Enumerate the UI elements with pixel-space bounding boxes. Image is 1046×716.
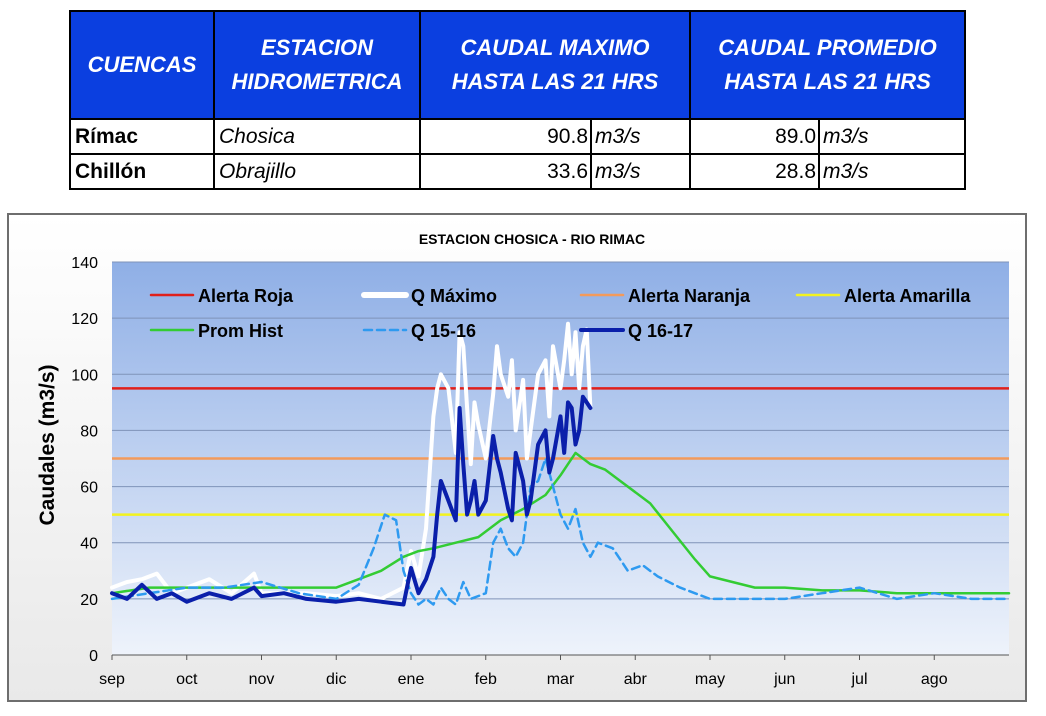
avg-flow-unit: m3/s xyxy=(823,160,869,183)
y-tick-label: 40 xyxy=(80,536,98,553)
y-tick-label: 60 xyxy=(80,480,98,497)
x-tick-label: sep xyxy=(99,671,125,688)
y-tick-label: 100 xyxy=(71,367,98,384)
series-line xyxy=(110,457,1011,606)
station-cell: Obrajillo xyxy=(213,153,421,190)
legend-label: Q 16-17 xyxy=(628,321,693,341)
header-caudal-promedio: CAUDAL PROMEDIO HASTA LAS 21 HRS xyxy=(689,10,966,120)
header-estacion: ESTACION HIDROMETRICA xyxy=(213,10,421,120)
x-tick-label: abr xyxy=(624,671,648,688)
max-flow-unit: m3/s xyxy=(595,125,641,148)
chart-title: ESTACION CHOSICA - RIO RIMAC xyxy=(419,231,645,247)
x-tick-label: oct xyxy=(176,671,198,688)
series-line xyxy=(110,451,1011,595)
basin-cell: Rímac xyxy=(69,118,215,155)
header-cuencas: CUENCAS xyxy=(69,10,215,120)
station-cell: Chosica xyxy=(213,118,421,155)
table-row: Chillón Obrajillo 33.6 m3/s 28.8 m3/s xyxy=(69,153,966,190)
table-row: Rímac Chosica 90.8 m3/s 89.0 m3/s xyxy=(69,118,966,155)
x-tick-label: ago xyxy=(921,671,948,688)
chart-frame: ESTACION CHOSICA - RIO RIMAC Caudales (m… xyxy=(7,213,1027,702)
header-caudal-maximo: CAUDAL MAXIMO HASTA LAS 21 HRS xyxy=(419,10,691,120)
avg-flow-value: 28.8 xyxy=(691,155,820,188)
legend-label: Alerta Naranja xyxy=(628,286,751,306)
y-tick-label: 20 xyxy=(80,592,98,609)
max-flow-value: 33.6 xyxy=(421,155,592,188)
x-tick-label: nov xyxy=(249,671,275,688)
avg-flow-value: 89.0 xyxy=(691,120,820,153)
x-tick-label: jun xyxy=(773,671,795,688)
avg-flow-unit: m3/s xyxy=(823,125,869,148)
x-tick-label: dic xyxy=(326,671,346,688)
legend-label: Q 15-16 xyxy=(411,321,476,341)
y-tick-label: 0 xyxy=(89,648,98,665)
avg-flow-cell: 28.8 m3/s xyxy=(689,153,966,190)
x-tick-label: ene xyxy=(398,671,425,688)
x-tick-label: feb xyxy=(475,671,497,688)
y-axis-label: Caudales (m3/s) xyxy=(36,364,59,525)
y-tick-label: 140 xyxy=(71,255,98,272)
y-tick-label: 120 xyxy=(71,311,98,328)
max-flow-unit: m3/s xyxy=(595,160,641,183)
y-tick-label: 80 xyxy=(80,423,98,440)
max-flow-cell: 90.8 m3/s xyxy=(419,118,691,155)
table-header-row: CUENCAS ESTACION HIDROMETRICA CAUDAL MAX… xyxy=(69,10,966,120)
max-flow-cell: 33.6 m3/s xyxy=(419,153,691,190)
x-tick-label: jul xyxy=(850,671,867,688)
summary-table: CUENCAS ESTACION HIDROMETRICA CAUDAL MAX… xyxy=(69,10,966,190)
legend-label: Alerta Roja xyxy=(198,286,294,306)
legend-label: Prom Hist xyxy=(198,321,283,341)
flow-chart: ESTACION CHOSICA - RIO RIMAC Caudales (m… xyxy=(36,231,1011,688)
basin-cell: Chillón xyxy=(69,153,215,190)
x-tick-label: may xyxy=(695,671,725,688)
max-flow-value: 90.8 xyxy=(421,120,592,153)
legend-label: Alerta Amarilla xyxy=(844,286,971,306)
legend-label: Q Máximo xyxy=(411,286,497,306)
x-tick-label: mar xyxy=(547,671,575,688)
avg-flow-cell: 89.0 m3/s xyxy=(689,118,966,155)
series-line xyxy=(110,394,593,607)
